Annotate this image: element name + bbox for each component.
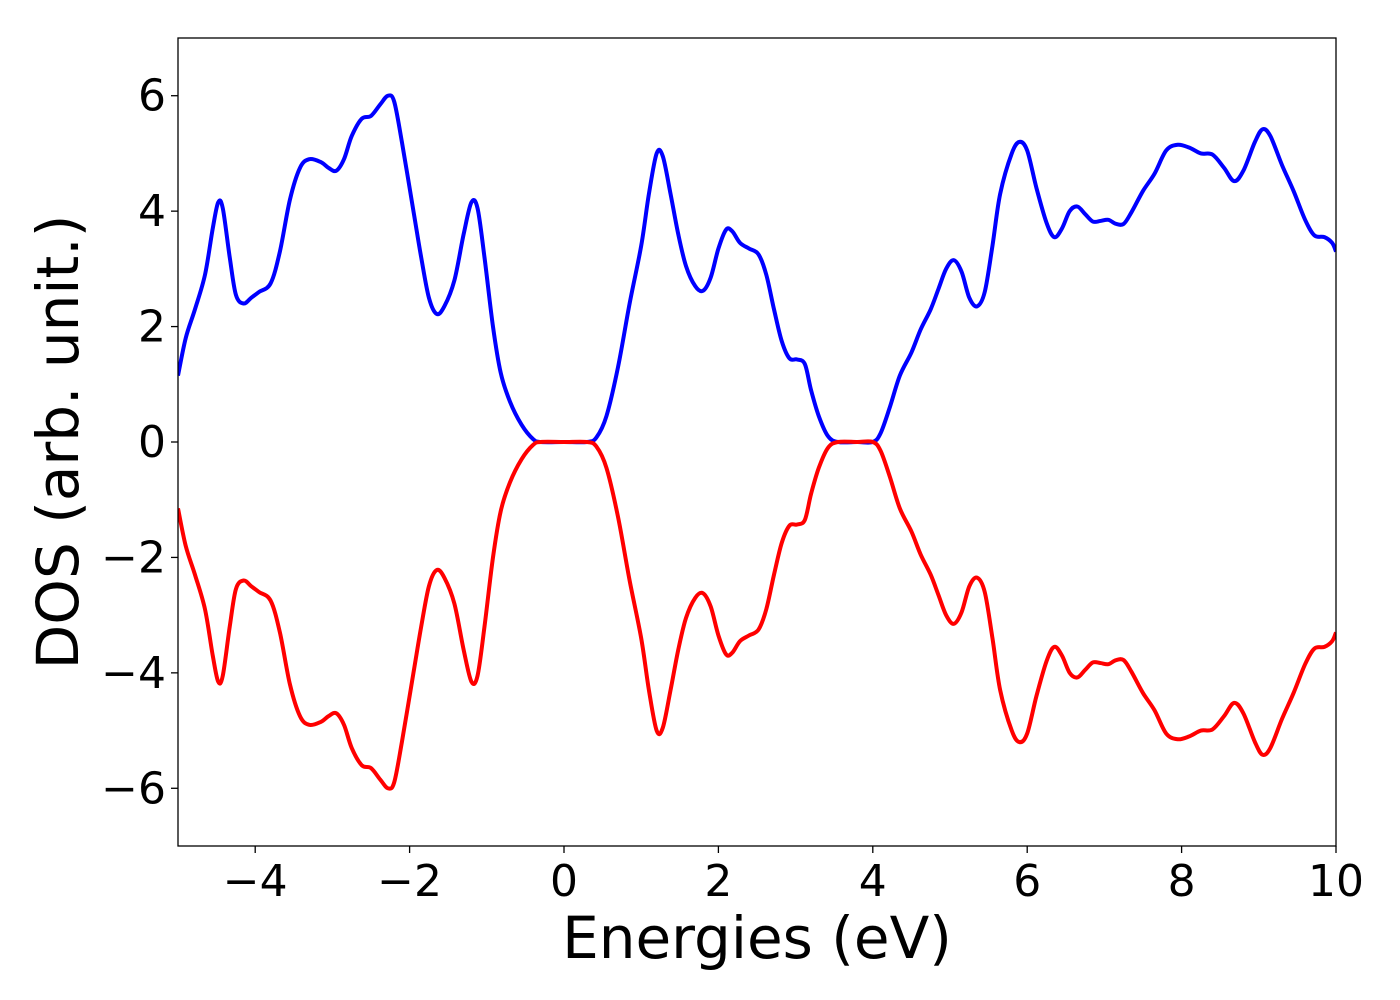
x-axis-ticks: −4 −2 0 2 4 6 8 10: [223, 846, 1364, 907]
series-line-2: [178, 439, 1336, 791]
y-tick-label: 2: [138, 302, 166, 353]
y-tick-label: 6: [138, 71, 166, 122]
y-axis-ticks: −6 −4 −2 0 2 4 6: [101, 71, 178, 814]
y-axis-label: DOS (arb. unit.): [24, 215, 92, 670]
x-tick-label: 4: [859, 856, 887, 907]
x-tick-label: −4: [223, 856, 288, 907]
y-tick-label: −2: [101, 532, 166, 583]
series-line-1: [178, 93, 1336, 445]
x-axis-label: Energies (eV): [562, 904, 952, 972]
x-tick-label: 8: [1168, 856, 1196, 907]
x-tick-label: 0: [550, 856, 578, 907]
x-tick-label: 2: [704, 856, 732, 907]
y-tick-label: 4: [138, 186, 166, 237]
x-tick-label: 6: [1013, 856, 1041, 907]
y-tick-label: 0: [138, 417, 166, 468]
y-tick-label: −4: [101, 648, 166, 699]
series-layer: [178, 93, 1336, 791]
x-tick-label: 10: [1308, 856, 1364, 907]
x-tick-label: −2: [377, 856, 442, 907]
y-tick-label: −6: [101, 763, 166, 814]
